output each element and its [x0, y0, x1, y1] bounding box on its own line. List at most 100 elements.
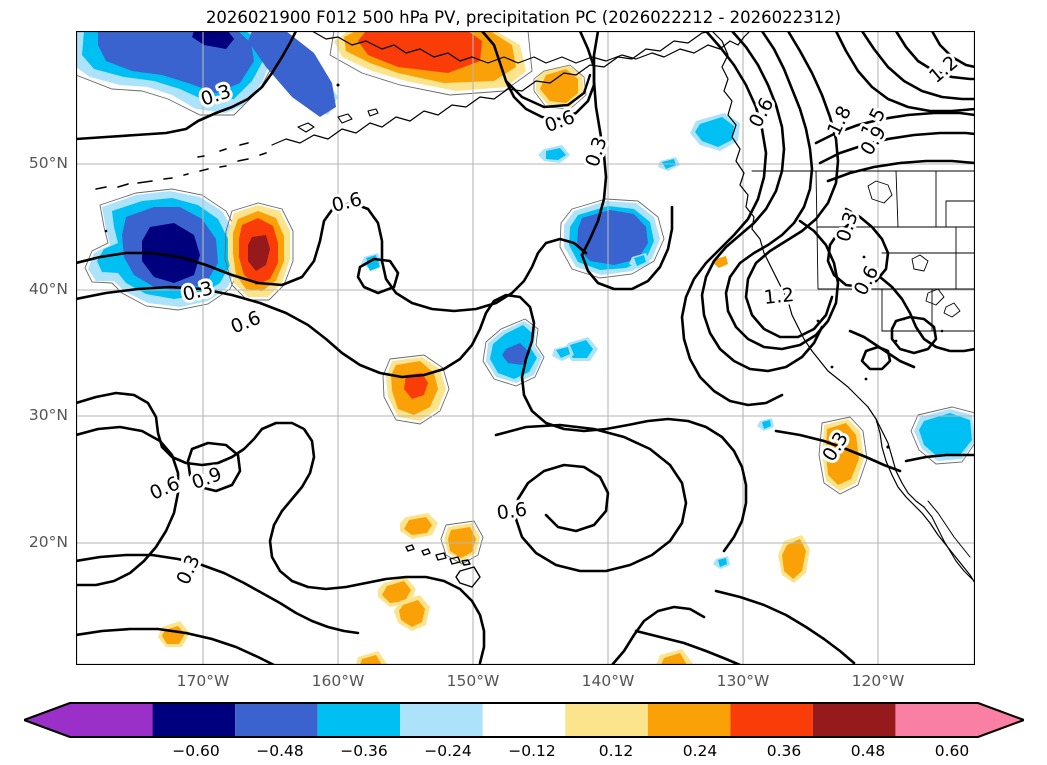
- contour-line-1.2-inner: [744, 31, 840, 339]
- longitude-tick-label: 130°W: [716, 672, 770, 690]
- shading-band: [718, 558, 727, 567]
- shading-band: [540, 69, 578, 103]
- aleutian-islands: [95, 142, 267, 190]
- shading-band: [546, 148, 566, 160]
- latitude-tick-label: 30°N: [28, 406, 68, 424]
- contour-line-1.2-ring: [724, 31, 840, 351]
- contour-line-0.6-closed: [356, 257, 400, 295]
- shading-band: [358, 31, 482, 73]
- longitude-tick-label: 150°W: [446, 672, 500, 690]
- contour-line-0.9-ne: [818, 131, 975, 165]
- colorbar-band: [400, 703, 483, 737]
- political-borders: [751, 170, 975, 332]
- contour-line-0.6-ne: [826, 159, 975, 183]
- island-small: [337, 113, 353, 124]
- coastline-alaska-north: [311, 31, 751, 64]
- island-small: [367, 108, 379, 117]
- contour-line-1.5-ne: [834, 31, 975, 113]
- shading-band: [556, 347, 570, 358]
- contour-line-0.3-baja-b: [774, 429, 902, 473]
- colorbar-tick-label: 0.12: [598, 742, 634, 760]
- page-title: 2026021900 F012 500 hPa PV, precipitatio…: [205, 8, 842, 27]
- contour-line-0.3-bottom: [76, 627, 276, 665]
- coastline-alaska-south: [271, 31, 713, 146]
- contour-line-0.3d: [76, 285, 748, 553]
- inland-features: [867, 180, 961, 318]
- colorbar-band: [24, 703, 153, 737]
- shading-band: [248, 235, 270, 271]
- colorbar-tick-label: −0.36: [340, 742, 388, 760]
- contour-line-1.2-ne: [814, 111, 975, 145]
- colorbar-band: [317, 703, 401, 737]
- contour-line-0.3-inland: [826, 207, 890, 289]
- map-plot-area: 0.30.30.60.60.30.30.60.60.30.30.60.60.60…: [76, 31, 975, 665]
- colorbar-tick-label: 0.48: [850, 742, 886, 760]
- shading-band: [567, 340, 593, 358]
- contour-line-0.3-lower: [260, 421, 486, 665]
- colorbar-band: [895, 703, 1024, 737]
- colorbar-tick-label: 0.60: [934, 742, 970, 760]
- latitude-tick-label: 40°N: [28, 280, 68, 298]
- colorbar-band: [235, 703, 318, 737]
- contour-line-0.9-outer: [700, 31, 824, 373]
- shading-band: [634, 255, 646, 266]
- shading-outline: [818, 416, 868, 495]
- colorbar-band: [647, 703, 731, 737]
- colorbar-band: [565, 703, 648, 737]
- shading-band: [826, 423, 859, 485]
- shading-band: [695, 117, 734, 147]
- colorbar-band: [812, 703, 896, 737]
- longitude-tick-label: 160°W: [311, 672, 365, 690]
- coastline-bc: [711, 31, 755, 230]
- contour-line-bottom-right: [714, 589, 856, 665]
- shading-outline: [910, 406, 975, 465]
- shading-band: [399, 600, 425, 627]
- shading-outline: [440, 520, 484, 565]
- shading-outline: [559, 198, 665, 279]
- contour-line-0.3c: [580, 205, 674, 291]
- contour-line-0.6-inland: [890, 315, 938, 355]
- shading-band: [404, 373, 428, 399]
- latitude-tick-label: 50°N: [28, 154, 68, 172]
- colorbar-tick-label: 0.24: [682, 742, 718, 760]
- shading-band: [502, 343, 530, 365]
- colorbar-band: [482, 703, 566, 737]
- shading-band: [248, 31, 336, 117]
- colorbar-tick-label: −0.12: [508, 742, 556, 760]
- contour-line-0.6-left-b: [76, 391, 264, 467]
- shading-band: [782, 539, 806, 579]
- island-kodiak: [297, 122, 315, 133]
- coastline-gulf-california: [927, 500, 971, 558]
- contour-line-1.8-ne: [860, 31, 975, 101]
- shading-band: [577, 210, 648, 265]
- contour-line-0.6-left: [76, 425, 180, 587]
- longitude-tick-label: 140°W: [581, 672, 635, 690]
- contour-line-0.6b: [504, 73, 592, 109]
- longitude-tick-label: 120°W: [851, 672, 905, 690]
- map-axes: 0.3 0.3 0.6 0.6 0.3 0.3 0.6 0.6 0.3 0.3 0.6 0.6 0.6 0…: [76, 31, 975, 665]
- longitude-tick-label: 170°W: [176, 672, 230, 690]
- contour-label: 0.6: [495, 499, 528, 525]
- contour-line-0.3b: [580, 31, 608, 257]
- colorbar-band: [152, 703, 236, 737]
- colorbar[interactable]: [24, 701, 1024, 739]
- shading-outline: [84, 188, 242, 311]
- contour-line-0.6-outer: [680, 31, 784, 407]
- shading-band: [404, 517, 432, 535]
- contour-line-1.8b: [894, 31, 975, 81]
- colorbar-tick-label: −0.24: [424, 742, 472, 760]
- latitude-tick-label: 20°N: [28, 533, 68, 551]
- shading-outline: [382, 354, 450, 425]
- colorbar-tick-label: −0.60: [172, 742, 220, 760]
- coastline-layer: [95, 31, 975, 588]
- contour-line-0.3-baja: [904, 453, 975, 463]
- line-contour-layer: [76, 31, 975, 665]
- shading-band: [382, 581, 411, 603]
- colorbar-tick-label: 0.36: [766, 742, 802, 760]
- coastline-baja-east: [923, 506, 973, 580]
- contour-line-bottom-right-b: [634, 629, 742, 665]
- contour-line-0.3: [76, 31, 298, 141]
- contour-line-0.9-closed: [186, 441, 242, 493]
- hawaiian-islands: [405, 544, 481, 588]
